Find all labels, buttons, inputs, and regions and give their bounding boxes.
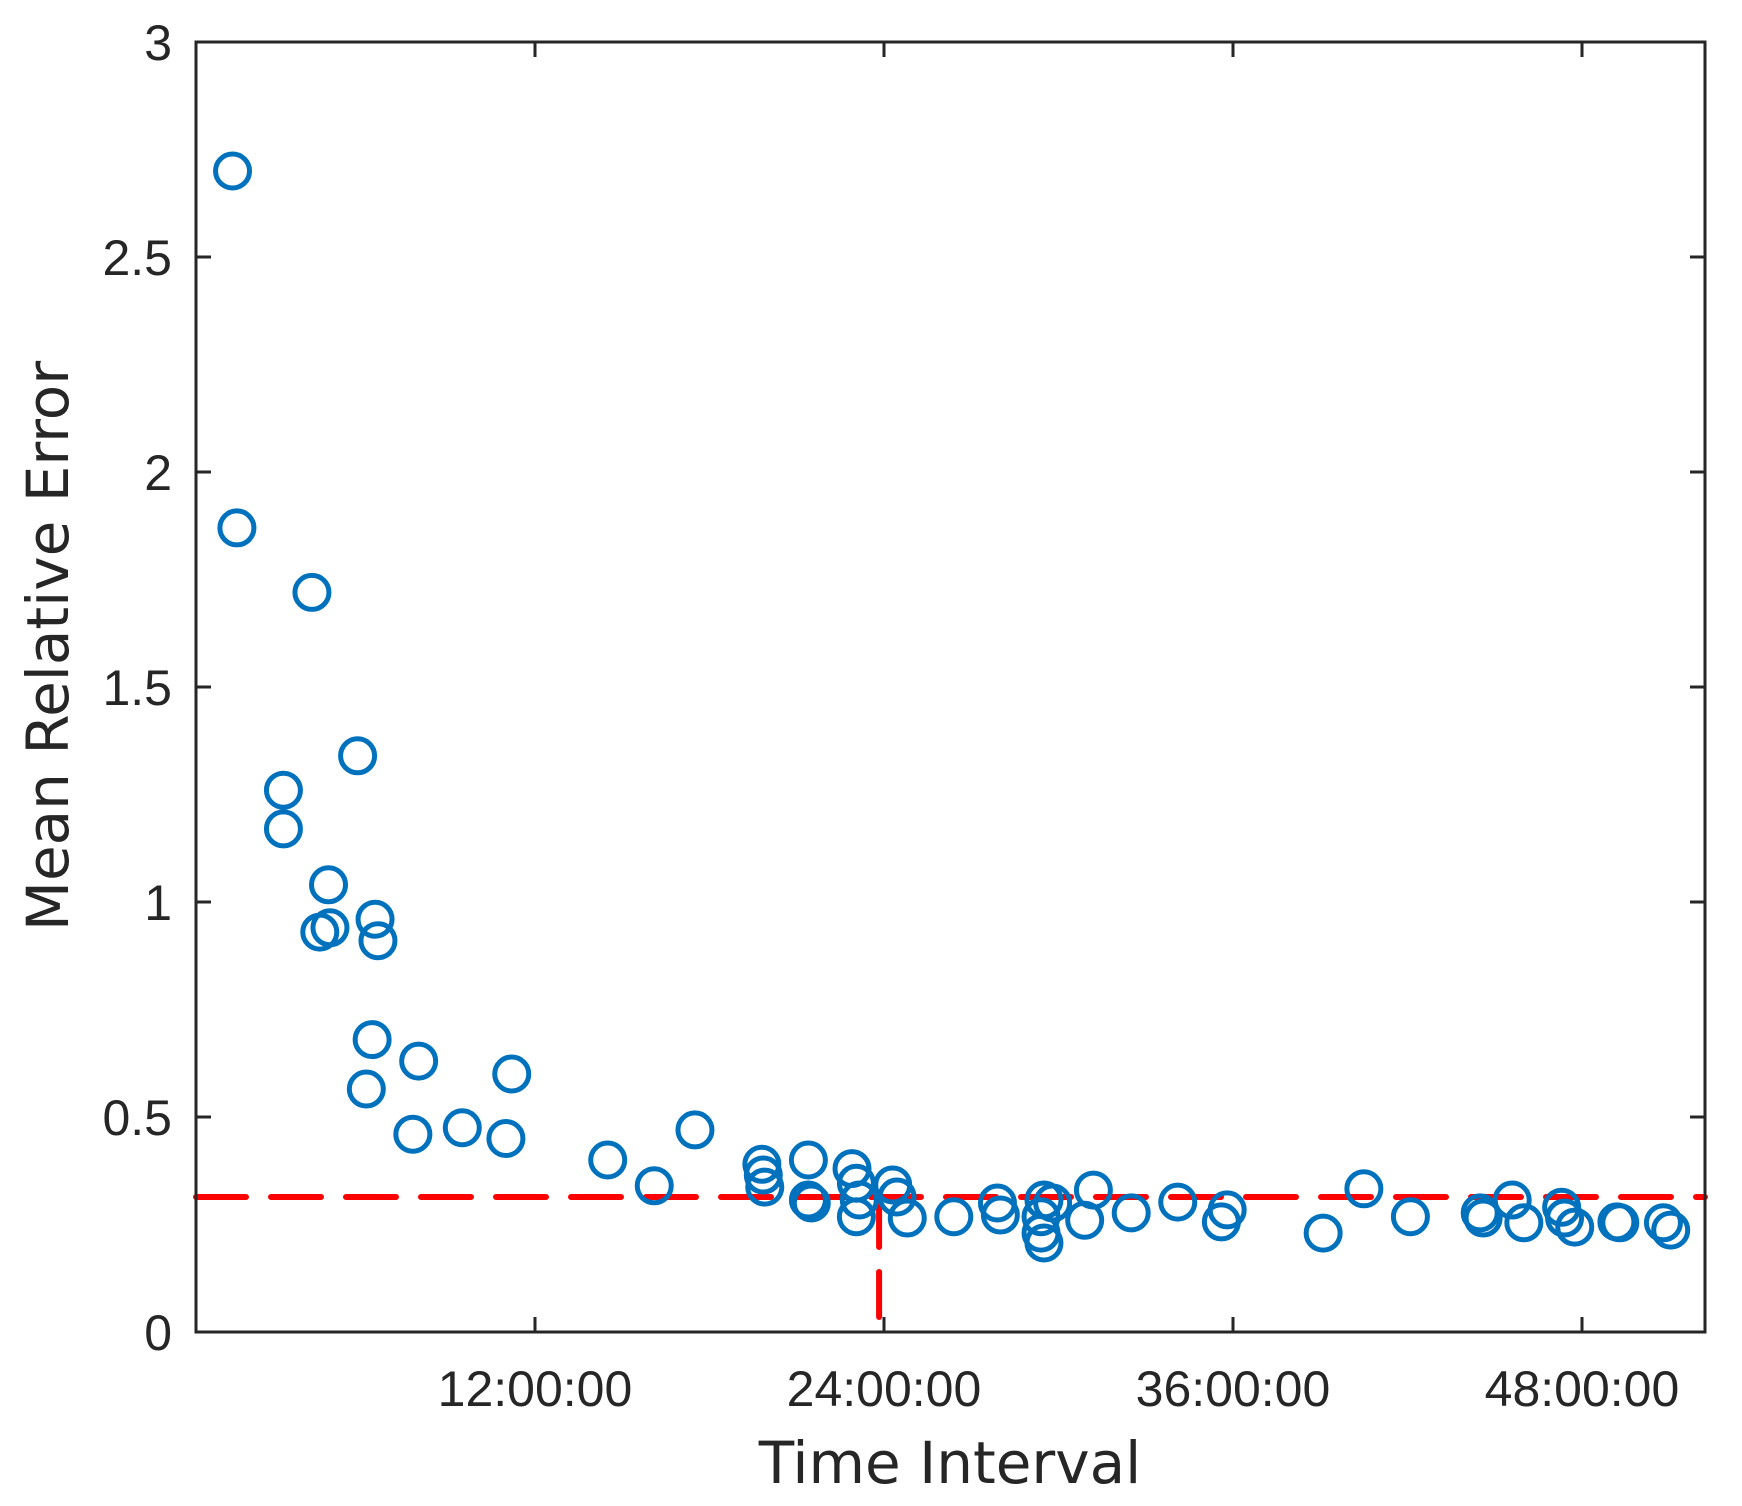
data-point-marker [1158, 1182, 1198, 1222]
data-point-marker [310, 908, 350, 948]
x-tick-label: 36:00:00 [1136, 1361, 1331, 1417]
axis-ticks [196, 40, 1705, 1334]
y-axis-tick-labels: 0 0.5 1 1.5 2 2.5 3 [102, 15, 172, 1361]
data-point-marker [486, 1119, 526, 1158]
data-point-marker [442, 1108, 482, 1148]
data-point-marker [217, 508, 257, 548]
data-point-marker [675, 1110, 715, 1150]
data-point-marker [1065, 1200, 1105, 1240]
data-point-marker [1344, 1169, 1384, 1209]
data-point-marker [1504, 1203, 1544, 1243]
data-point-marker [934, 1197, 974, 1237]
x-axis-tick-labels: 12:00:00 24:00:00 36:00:00 48:00:00 [438, 1361, 1680, 1417]
data-point-marker [352, 1020, 392, 1060]
data-point-marker [1600, 1203, 1640, 1243]
data-point-marker [263, 809, 303, 849]
x-tick-label: 48:00:00 [1485, 1361, 1680, 1417]
data-point-marker [1024, 1223, 1064, 1263]
data-point-marker [338, 736, 378, 776]
data-point-marker [887, 1198, 927, 1238]
data-point-marker [492, 1054, 532, 1094]
data-point-marker [1390, 1197, 1430, 1237]
data-point-marker [1303, 1213, 1343, 1253]
data-point-marker [877, 1177, 917, 1217]
data-point-marker [836, 1197, 876, 1237]
data-point-marker [263, 770, 303, 810]
plot-area-frame [194, 40, 1707, 1334]
data-point-marker [634, 1166, 674, 1206]
data-point-marker [745, 1167, 785, 1207]
data-point-marker [588, 1140, 628, 1180]
data-point-marker [1201, 1202, 1241, 1242]
data-point-marker [1651, 1210, 1691, 1250]
data-point-marker [1492, 1180, 1532, 1220]
y-tick-label: 1 [144, 875, 172, 931]
data-point-marker [355, 899, 395, 939]
y-tick-label: 1.5 [102, 660, 172, 716]
data-point-marker [358, 921, 398, 961]
x-tick-label: 12:00:00 [438, 1361, 633, 1417]
y-tick-label: 2.5 [102, 230, 172, 286]
data-point-marker [788, 1180, 828, 1220]
data-point-marker [393, 1114, 433, 1154]
data-point-marker [1463, 1198, 1503, 1238]
data-point-marker [309, 865, 349, 905]
data-point-marker [213, 151, 253, 191]
data-point-marker [292, 572, 332, 612]
y-tick-label: 0 [144, 1305, 172, 1361]
data-point-marker [1111, 1193, 1151, 1233]
data-point-marker [788, 1140, 828, 1180]
data-point-marker [399, 1041, 439, 1081]
data-point-marker [1643, 1203, 1683, 1243]
data-point-marker [791, 1183, 831, 1223]
data-point-marker [346, 1069, 386, 1109]
y-tick-label: 3 [144, 15, 172, 71]
x-axis-label: Time Interval [758, 1429, 1142, 1497]
data-point-marker [1033, 1183, 1073, 1223]
data-point-marker [980, 1195, 1020, 1235]
y-tick-label: 2 [144, 445, 172, 501]
data-points [213, 151, 1691, 1263]
reference-lines [193, 1193, 1708, 1320]
data-point-marker [839, 1180, 879, 1220]
y-axis-label: Mean Relative Error [14, 361, 82, 931]
x-tick-label: 24:00:00 [787, 1361, 982, 1417]
data-point-marker [1555, 1207, 1595, 1247]
y-tick-label: 0.5 [102, 1090, 172, 1146]
data-point-marker [743, 1155, 783, 1195]
data-point-marker [1545, 1198, 1585, 1238]
